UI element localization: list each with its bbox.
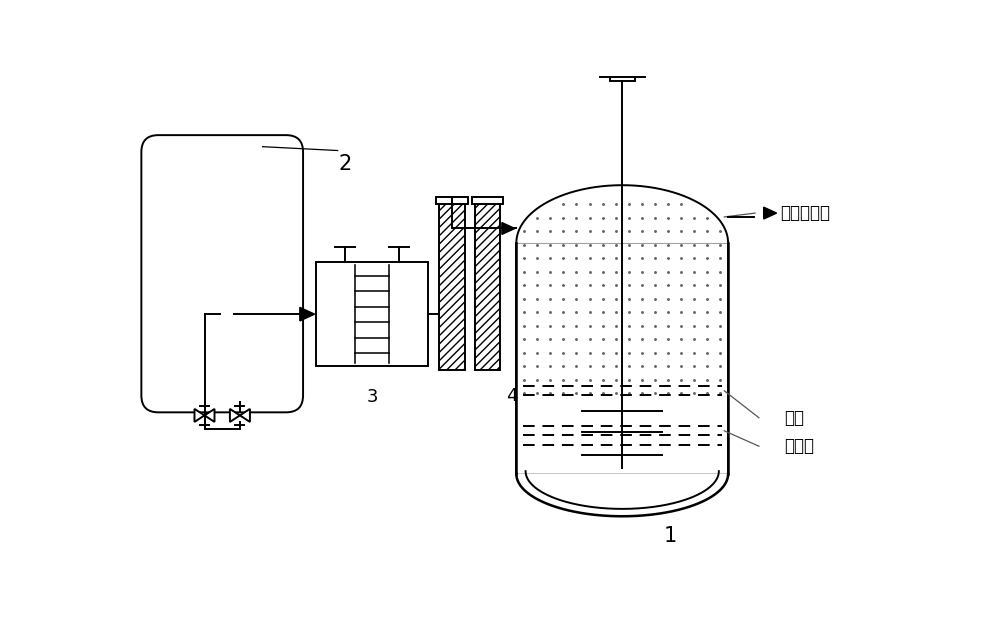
FancyBboxPatch shape <box>141 135 303 412</box>
Polygon shape <box>764 207 777 219</box>
Bar <box>472 197 503 204</box>
Bar <box>439 204 465 370</box>
Text: 2: 2 <box>339 154 352 174</box>
Text: 异构化产品: 异构化产品 <box>780 204 830 222</box>
Polygon shape <box>205 409 215 422</box>
Text: 油层: 油层 <box>784 409 804 427</box>
Polygon shape <box>516 185 728 243</box>
Text: 4: 4 <box>506 387 518 405</box>
Polygon shape <box>502 222 515 234</box>
Text: 3: 3 <box>366 387 378 406</box>
Bar <box>604 35 641 68</box>
Polygon shape <box>230 409 240 422</box>
Polygon shape <box>516 474 728 516</box>
Bar <box>475 204 500 370</box>
Bar <box>436 197 468 204</box>
Bar <box>611 23 634 35</box>
Text: 混合层: 混合层 <box>784 437 814 455</box>
Bar <box>610 68 635 82</box>
Text: 1: 1 <box>664 526 677 545</box>
Polygon shape <box>300 307 315 321</box>
Bar <box>316 262 428 366</box>
Bar <box>516 243 728 474</box>
Polygon shape <box>240 409 250 422</box>
Polygon shape <box>194 409 205 422</box>
